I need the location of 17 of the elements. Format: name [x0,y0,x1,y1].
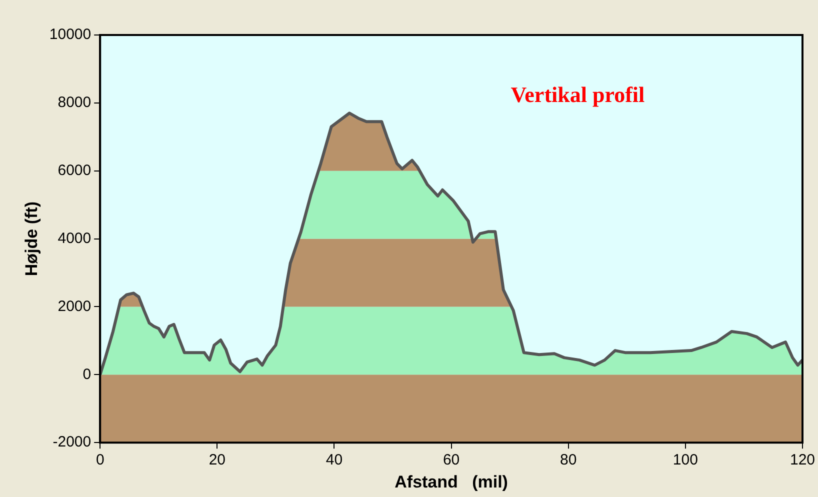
y-tick-label: 4000 [58,230,92,247]
y-tick-label: 8000 [58,94,92,112]
x-tick-label: 120 [790,452,815,469]
x-tick-label: 60 [442,452,460,469]
x-axis-title: Afstand (mil) [394,472,508,492]
x-tick-label: 0 [96,452,104,469]
x-tick-label: 80 [560,452,577,469]
y-tick-label: 6000 [58,162,92,180]
text: Vertikal profil [510,82,645,107]
x-tick-label: 100 [672,452,698,469]
y-tick-label: 10000 [49,26,92,44]
y-axis-title: Højde (ft) [22,202,41,276]
y-tick-label: 0 [82,366,92,383]
y-tick-label: -2000 [52,434,92,451]
y-tick-label: 2000 [58,298,92,315]
x-tick-label: 20 [208,452,226,469]
x-tick-label: 40 [326,452,343,469]
